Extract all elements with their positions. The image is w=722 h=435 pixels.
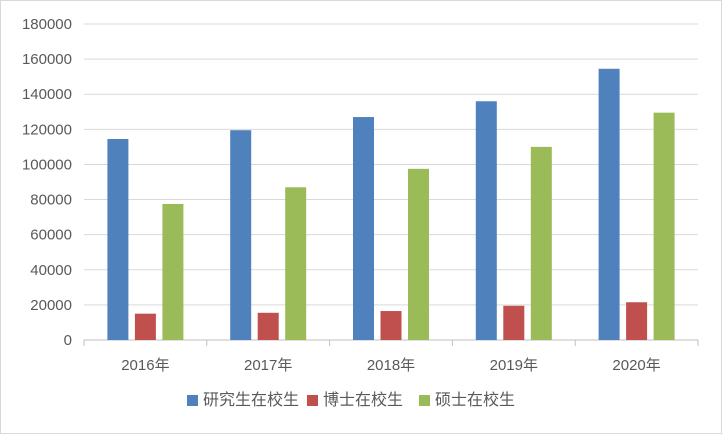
bar-1-4 <box>475 101 497 340</box>
bar-1-2 <box>230 130 252 340</box>
legend-swatch-3 <box>419 395 430 406</box>
x-tick-label: 2017年 <box>244 357 292 374</box>
x-tick-label: 2016年 <box>121 357 169 374</box>
y-tick-label: 180000 <box>22 16 72 33</box>
legend-swatch-2 <box>307 395 318 406</box>
bar-3-2 <box>285 187 307 340</box>
legend-label-2: 博士在校生 <box>323 391 403 409</box>
x-tick-label: 2020年 <box>612 357 660 374</box>
bar-1-5 <box>598 68 620 341</box>
bar-2-5 <box>626 302 648 340</box>
legend-label-1: 研究生在校生 <box>203 391 299 409</box>
bar-1-1 <box>107 138 129 340</box>
bar-3-4 <box>530 146 552 340</box>
y-tick-label: 60000 <box>30 227 72 244</box>
bar-3-1 <box>162 203 184 340</box>
bar-1-3 <box>353 117 374 341</box>
bar-2-2 <box>257 312 279 340</box>
y-tick-label: 40000 <box>30 262 72 279</box>
y-tick-label: 100000 <box>22 156 72 173</box>
bar-2-1 <box>134 313 156 340</box>
y-tick-label: 20000 <box>30 297 72 314</box>
legend-swatch-1 <box>187 395 198 406</box>
y-tick-label: 0 <box>64 332 72 349</box>
y-tick-label: 160000 <box>22 51 72 68</box>
bar-2-3 <box>380 311 402 340</box>
x-tick-label: 2018年 <box>367 357 415 374</box>
bar-3-5 <box>653 112 675 341</box>
bar-2-4 <box>503 305 525 340</box>
y-tick-label: 80000 <box>30 192 72 209</box>
x-tick-label: 2019年 <box>490 357 538 374</box>
bar-3-3 <box>408 168 429 340</box>
y-tick-label: 140000 <box>22 86 72 103</box>
legend-label-3: 硕士在校生 <box>435 391 515 409</box>
y-tick-label: 120000 <box>22 121 72 138</box>
